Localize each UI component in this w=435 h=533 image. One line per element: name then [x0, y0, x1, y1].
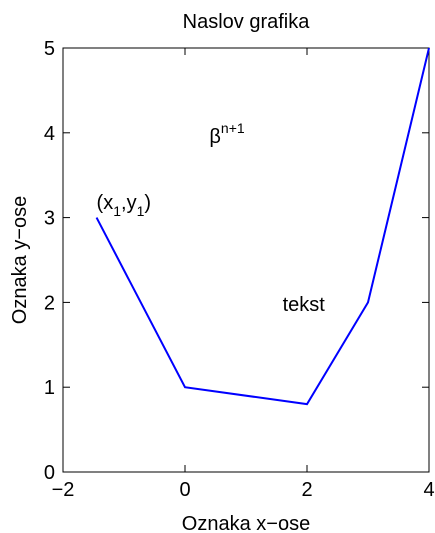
y-tick-label: 0	[44, 462, 55, 484]
series-group	[95, 47, 430, 406]
x-axis-label: Oznaka x−ose	[182, 513, 310, 533]
series-line	[95, 47, 430, 406]
y-tick-label: 2	[44, 292, 55, 314]
x-tick-label: 4	[423, 479, 434, 501]
annotation-text: tekst	[283, 294, 326, 316]
x-tick-label: 2	[301, 479, 312, 501]
y-tick-label: 1	[44, 377, 55, 399]
y-tick-label: 5	[44, 38, 55, 60]
chart-title: Naslov grafika	[183, 11, 311, 33]
plot-area	[62, 47, 430, 473]
y-tick-label: 4	[44, 123, 55, 145]
y-tick-label: 3	[44, 208, 55, 230]
y-axis-label: Oznaka y−ose	[9, 196, 31, 324]
x-tick-label: 0	[179, 479, 190, 501]
x-tick-label: −2	[52, 479, 75, 501]
